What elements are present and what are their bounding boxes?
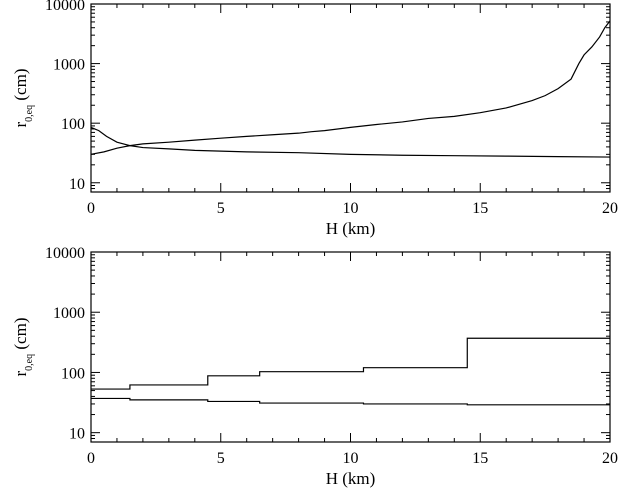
x-tick-label: 10	[343, 450, 359, 467]
x-tick-label: 0	[87, 450, 95, 467]
series-line-2	[90, 126, 611, 158]
x-tick-label: 20	[602, 450, 618, 467]
series-line-2	[91, 397, 610, 406]
top-panel: 0 5 10 15 20 10 100 1000 10000 H (km) r0,eq (cm)	[11, 0, 618, 238]
x-axis-label: H (km)	[326, 469, 376, 488]
y-tick-label: 10000	[45, 245, 85, 262]
y-tick-label: 10	[69, 176, 85, 193]
series-line-1	[91, 337, 610, 390]
x-axis-label: H (km)	[326, 219, 376, 238]
x-tick-label: 15	[472, 450, 488, 467]
y-axis-label: r0,eq (cm)	[11, 318, 35, 377]
x-tick-label: 5	[217, 200, 225, 217]
y-tick-label: 10000	[45, 0, 85, 14]
y-tick-label: 1000	[53, 57, 85, 74]
y-tick-label: 100	[61, 116, 85, 133]
x-tick-label: 20	[602, 200, 618, 217]
y-tick-label: 100	[61, 365, 85, 382]
x-tick-label: 10	[343, 200, 359, 217]
y-tick-label: 10	[69, 426, 85, 443]
bottom-panel: 0 5 10 15 20 10 100 1000 10000 H (km) r0,eq (cm)	[11, 245, 618, 488]
plot-frame	[90, 251, 611, 443]
y-axis-label: r0,eq (cm)	[11, 69, 35, 128]
x-tick-label: 0	[87, 200, 95, 217]
y-tick-label: 1000	[53, 305, 85, 322]
series-line-1	[90, 20, 611, 155]
x-tick-label: 5	[217, 450, 225, 467]
x-tick-label: 15	[472, 200, 488, 217]
plot-frame	[90, 3, 611, 193]
